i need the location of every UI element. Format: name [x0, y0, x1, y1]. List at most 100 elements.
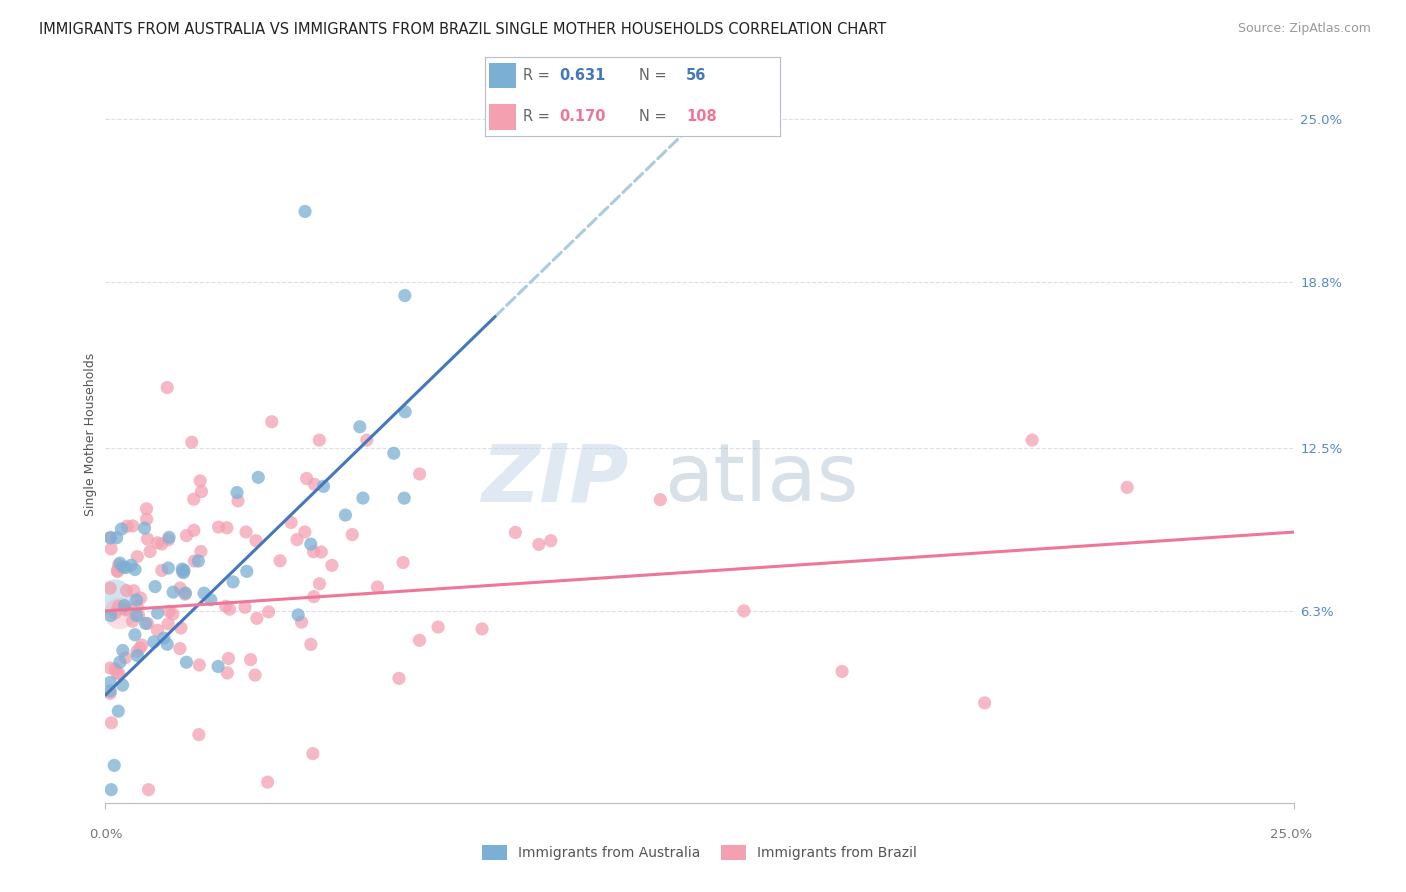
Point [121, 519, 143, 533]
Point [188, 474, 211, 488]
Point [218, 602, 240, 616]
Point [302, 590, 325, 604]
Point [335, 508, 357, 522]
Point [125, 593, 148, 607]
Point [733, 604, 755, 618]
Point [226, 485, 249, 500]
Point [527, 537, 550, 551]
Point [100, 530, 122, 544]
Point [176, 655, 198, 669]
Point [157, 533, 180, 547]
Point [157, 604, 180, 618]
Point [98, 531, 121, 545]
Point [125, 644, 148, 658]
Point [114, 599, 136, 613]
Text: Source: ZipAtlas.com: Source: ZipAtlas.com [1237, 22, 1371, 36]
Point [222, 574, 245, 589]
Point [207, 659, 229, 673]
Point [290, 615, 312, 630]
Point [115, 560, 138, 574]
Point [157, 561, 180, 575]
Legend: Immigrants from Australia, Immigrants from Brazil: Immigrants from Australia, Immigrants fr… [477, 840, 922, 866]
Point [187, 728, 209, 742]
Point [100, 782, 122, 797]
Point [308, 433, 330, 447]
Point [115, 519, 138, 533]
Point [200, 592, 222, 607]
Point [247, 470, 270, 484]
Point [356, 433, 378, 447]
Point [162, 585, 184, 599]
Point [342, 527, 364, 541]
Point [260, 415, 283, 429]
Point [180, 435, 202, 450]
Point [321, 558, 343, 573]
FancyBboxPatch shape [489, 104, 516, 129]
Point [173, 563, 195, 577]
Point [136, 616, 159, 631]
Point [394, 288, 416, 302]
Point [111, 560, 134, 574]
Point [134, 521, 156, 535]
Point [388, 672, 411, 686]
Point [129, 640, 152, 655]
Point [156, 637, 179, 651]
Text: 56: 56 [686, 69, 706, 84]
Point [352, 491, 374, 505]
Point [107, 565, 129, 579]
Point [382, 446, 405, 460]
Point [304, 477, 326, 491]
Point [108, 655, 131, 669]
Point [294, 204, 316, 219]
Point [122, 583, 145, 598]
Point [183, 554, 205, 568]
Point [98, 661, 121, 675]
Point [100, 608, 122, 623]
Point [217, 651, 239, 665]
Text: ZIP: ZIP [481, 440, 628, 518]
Point [408, 467, 430, 481]
Point [111, 678, 134, 692]
Point [139, 544, 162, 558]
Point [239, 652, 262, 666]
Point [1116, 480, 1139, 494]
Point [973, 696, 995, 710]
Point [246, 611, 269, 625]
Point [146, 606, 169, 620]
Point [236, 565, 259, 579]
Point [156, 380, 179, 394]
Point [135, 501, 157, 516]
Text: 25.0%: 25.0% [1270, 828, 1312, 841]
Point [110, 522, 132, 536]
Point [127, 549, 149, 564]
Point [98, 675, 121, 690]
Point [207, 520, 229, 534]
Point [129, 591, 152, 605]
Point [107, 704, 129, 718]
Point [287, 607, 309, 622]
Point [169, 581, 191, 595]
Point [294, 524, 316, 539]
Point [256, 775, 278, 789]
Point [170, 621, 193, 635]
Point [121, 614, 143, 628]
Point [127, 599, 149, 614]
Point [128, 608, 150, 623]
Text: atlas: atlas [664, 440, 858, 518]
Point [100, 715, 122, 730]
Point [312, 479, 335, 493]
FancyBboxPatch shape [489, 63, 516, 88]
Point [226, 494, 249, 508]
Point [162, 607, 184, 621]
Point [280, 516, 302, 530]
Point [107, 558, 129, 572]
Text: N =: N = [638, 109, 666, 124]
Point [124, 628, 146, 642]
Point [299, 637, 322, 651]
Point [174, 587, 197, 601]
Point [650, 492, 672, 507]
Text: 0.631: 0.631 [560, 69, 605, 84]
Point [136, 532, 159, 546]
Point [104, 606, 127, 620]
Point [142, 635, 165, 649]
